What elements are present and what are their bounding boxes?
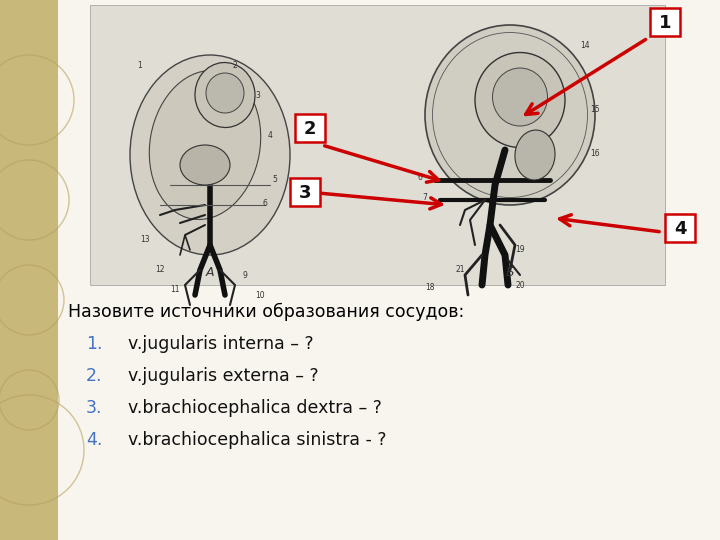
Text: v.jugularis interna – ?: v.jugularis interna – ?	[128, 335, 314, 353]
Text: 18: 18	[426, 282, 435, 292]
Text: 1.: 1.	[86, 335, 102, 353]
Ellipse shape	[195, 63, 255, 127]
Text: A: A	[206, 267, 215, 280]
Ellipse shape	[492, 68, 547, 126]
Text: 1: 1	[138, 60, 143, 70]
Ellipse shape	[475, 52, 565, 147]
Text: 3.: 3.	[86, 399, 102, 417]
Text: 6: 6	[418, 173, 423, 183]
Text: 19: 19	[516, 246, 525, 254]
Ellipse shape	[180, 145, 230, 185]
Text: 11: 11	[170, 286, 180, 294]
FancyBboxPatch shape	[665, 214, 695, 242]
Text: 14: 14	[580, 40, 590, 50]
Text: 16: 16	[590, 148, 600, 158]
Ellipse shape	[206, 73, 244, 113]
Text: 4.: 4.	[86, 431, 102, 449]
Bar	[0, 0, 58, 540]
Text: 12: 12	[156, 266, 165, 274]
Text: 4: 4	[268, 131, 272, 139]
Text: 2: 2	[304, 120, 316, 138]
Text: v.jugularis externa – ?: v.jugularis externa – ?	[128, 367, 319, 385]
Text: 21: 21	[455, 266, 464, 274]
Ellipse shape	[425, 25, 595, 205]
FancyBboxPatch shape	[295, 114, 325, 142]
Text: 4: 4	[674, 220, 686, 238]
Text: 5: 5	[273, 176, 277, 185]
Text: v.brachiocephalica dextra – ?: v.brachiocephalica dextra – ?	[128, 399, 382, 417]
Text: 15: 15	[590, 105, 600, 114]
Text: 6: 6	[263, 199, 267, 207]
Text: 2.: 2.	[86, 367, 102, 385]
Text: Назовите источники образования сосудов:: Назовите источники образования сосудов:	[68, 303, 464, 321]
Text: Б: Б	[505, 267, 514, 280]
Text: 3: 3	[256, 91, 261, 99]
Text: 7: 7	[423, 193, 428, 202]
Ellipse shape	[130, 55, 290, 255]
Ellipse shape	[515, 130, 555, 180]
Text: 1: 1	[659, 14, 671, 32]
Bar	[90, 5, 665, 285]
Text: v.brachiocephalica sinistra - ?: v.brachiocephalica sinistra - ?	[128, 431, 387, 449]
Text: 10: 10	[255, 291, 265, 300]
Ellipse shape	[149, 71, 261, 219]
Text: 9: 9	[243, 271, 248, 280]
FancyBboxPatch shape	[290, 178, 320, 206]
FancyBboxPatch shape	[650, 8, 680, 36]
Text: 13: 13	[140, 235, 150, 245]
Text: 2: 2	[233, 60, 238, 70]
Text: 3: 3	[299, 184, 311, 202]
Text: 20: 20	[516, 280, 525, 289]
